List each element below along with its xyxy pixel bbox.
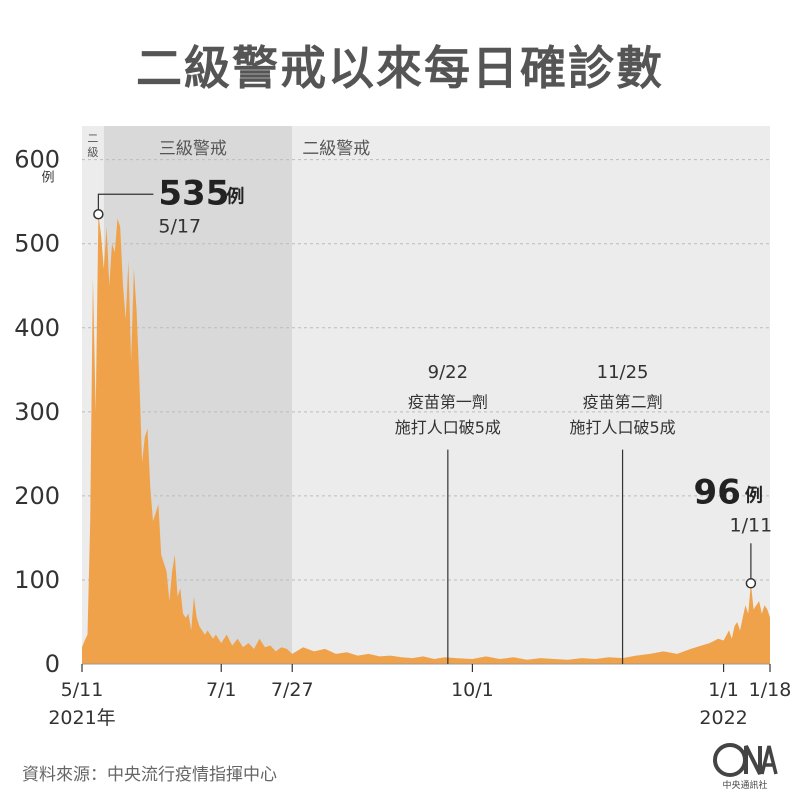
band-3 (292, 126, 770, 664)
band-label-char: 二 (87, 132, 98, 145)
logo-text: 中央通訊社 (722, 781, 768, 791)
marker-date: 11/25 (597, 362, 649, 383)
source-note: 資料來源：中央流行疫情指揮中心 (22, 765, 277, 785)
marker-line1: 疫苗第一劑 (408, 393, 488, 412)
recent-date: 1/11 (730, 514, 773, 536)
peak-value: 535 (158, 173, 229, 213)
marker-line2: 施打人口破5成 (395, 418, 501, 437)
x-tick-label: 5/11 (61, 679, 104, 701)
band-label: 二級警戒 (302, 139, 370, 159)
x-tick-label: 7/1 (206, 679, 237, 701)
y-tick-label: 200 (14, 482, 60, 510)
y-tick-label: 100 (14, 566, 60, 594)
y-unit: 例 (41, 171, 54, 186)
x-tick-sublabel: 2021年 (48, 707, 115, 729)
x-tick-sublabel: 2022 (699, 707, 747, 729)
series-area (82, 214, 770, 665)
x-tick-label: 1/1 (708, 679, 739, 701)
recent-marker (745, 578, 757, 589)
x-tick-label: 10/1 (451, 679, 494, 701)
chart-title: 二級警戒以來每日確診數 (136, 41, 664, 95)
band-label-char: 級 (87, 146, 98, 159)
y-tick-label: 500 (14, 230, 60, 258)
cna-logo-icon (713, 743, 778, 777)
peak-unit: 例 (226, 185, 244, 207)
y-tick-label: 600 (14, 146, 60, 174)
recent-unit: 例 (745, 484, 763, 506)
band-label: 三級警戒 (159, 139, 227, 159)
x-tick-label: 7/27 (271, 679, 314, 701)
recent-value: 96 (694, 472, 741, 512)
marker-line2: 施打人口破5成 (569, 418, 675, 437)
y-tick-label: 400 (14, 314, 60, 342)
y-tick-label: 0 (45, 650, 60, 678)
y-tick-label: 300 (14, 398, 60, 426)
peak-date: 5/17 (158, 215, 201, 237)
x-tick-label: 1/18 (749, 679, 792, 701)
marker-date: 9/22 (428, 362, 468, 383)
marker-line1: 疫苗第二劑 (583, 393, 663, 412)
callout-line (97, 193, 154, 215)
peak-marker (93, 209, 104, 220)
